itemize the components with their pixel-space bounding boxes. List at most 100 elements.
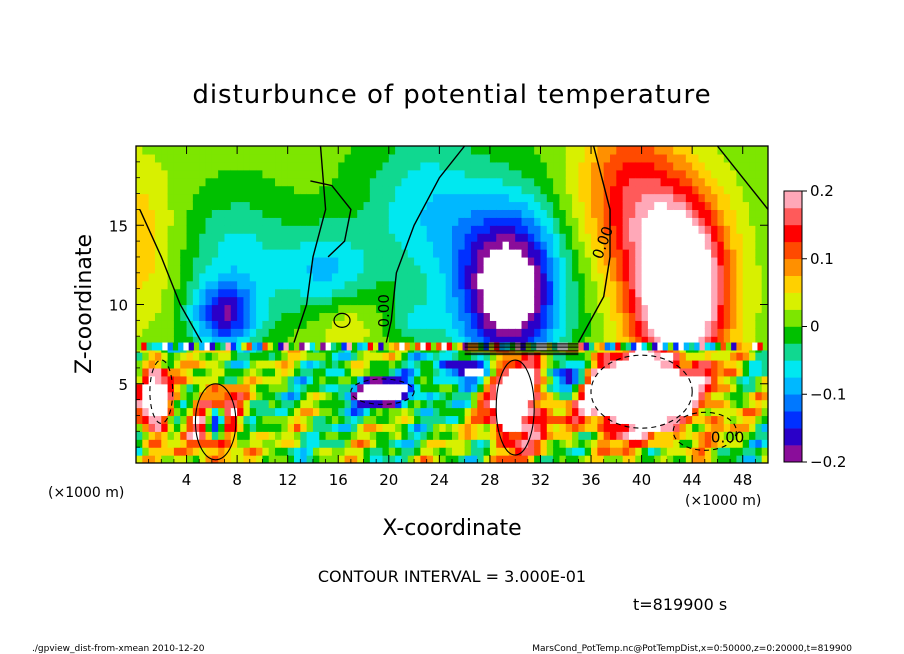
heatmap-cell [256, 217, 263, 226]
heatmap-cell [546, 328, 554, 337]
heatmap-cell [673, 280, 681, 290]
heatmap-cell [464, 383, 472, 393]
heatmap-cell [382, 312, 390, 321]
heatmap-cell [496, 383, 504, 393]
heatmap-cell [268, 153, 276, 163]
heatmap-cell [275, 177, 282, 187]
heatmap-cell [521, 209, 529, 218]
heatmap-cell [173, 280, 181, 290]
heatmap-cell [281, 161, 289, 171]
heatmap-cell [673, 185, 681, 195]
heatmap-cell [628, 296, 636, 306]
heatmap-cell [572, 328, 579, 337]
heatmap-cell [755, 312, 763, 321]
time-stamp: t=819900 s [633, 595, 727, 614]
heatmap-cell [565, 439, 573, 448]
heatmap-cell [167, 359, 175, 369]
heatmap-cell [730, 431, 737, 440]
heatmap-cell [749, 201, 756, 211]
heatmap-cell [388, 359, 396, 369]
heatmap-cell [415, 342, 421, 351]
heatmap-cell [249, 161, 257, 171]
heatmap-cell [685, 193, 693, 203]
heatmap-cell [736, 455, 744, 463]
heatmap-cell [685, 233, 693, 242]
heatmap-cell [395, 201, 403, 211]
heatmap-cell [154, 185, 162, 195]
heatmap-cell [249, 367, 257, 377]
heatmap-cell [401, 304, 409, 314]
heatmap-cell [565, 280, 573, 290]
heatmap-cell [199, 241, 207, 250]
heatmap-cell [470, 431, 478, 440]
heatmap-cell [616, 169, 624, 179]
heatmap-cell [325, 415, 333, 424]
heatmap-cell [565, 383, 573, 393]
heatmap-cell [180, 185, 188, 195]
heatmap-cell [496, 146, 504, 155]
heatmap-cell [363, 225, 371, 234]
heatmap-cell [685, 249, 693, 258]
heatmap-cell [654, 407, 662, 417]
heatmap-cell [736, 288, 744, 298]
heatmap-cell [388, 264, 396, 274]
heatmap-cell [641, 431, 649, 440]
heatmap-cell [407, 423, 415, 432]
heatmap-cell [559, 177, 567, 187]
heatmap-cell [294, 423, 301, 432]
heatmap-cell [749, 161, 756, 171]
heatmap-cell [224, 407, 232, 417]
heatmap-cell [470, 312, 478, 321]
heatmap-cell [622, 288, 630, 298]
heatmap-cell [761, 256, 768, 266]
heatmap-cell [717, 431, 725, 440]
heatmap-cell [445, 304, 453, 314]
heatmap-cell [578, 153, 586, 163]
heatmap-cell [414, 272, 421, 282]
heatmap-cell [565, 209, 573, 218]
heatmap-cell [660, 383, 668, 393]
heatmap-cell [357, 146, 365, 155]
heatmap-cell [711, 336, 719, 345]
heatmap-cell [180, 233, 188, 242]
heatmap-cell [173, 352, 181, 361]
colorbar-segment [784, 326, 802, 344]
heatmap-cell [211, 249, 219, 258]
heatmap-cell [559, 146, 567, 155]
heatmap-cell [615, 342, 622, 351]
heatmap-cell [230, 177, 238, 187]
heatmap-cell [711, 415, 719, 424]
heatmap-cell [470, 185, 478, 195]
heatmap-cell [325, 193, 333, 203]
heatmap-cell [312, 439, 320, 448]
heatmap-cell [142, 391, 150, 401]
heatmap-cell [540, 399, 548, 409]
heatmap-cell [294, 352, 301, 361]
heatmap-cell [224, 304, 232, 314]
heatmap-cell [666, 455, 674, 463]
heatmap-cell [521, 185, 529, 195]
heatmap-cell [477, 359, 485, 369]
heatmap-cell [445, 399, 453, 409]
heatmap-cell [148, 304, 156, 314]
heatmap-cell [749, 312, 756, 321]
heatmap-cell [186, 201, 194, 211]
heatmap-cell [230, 169, 238, 179]
heatmap-cell [148, 359, 156, 369]
heatmap-cell [692, 256, 700, 266]
heatmap-cell [534, 367, 542, 377]
heatmap-cell [660, 288, 668, 298]
heatmap-cell [508, 415, 516, 424]
contour-line [350, 378, 415, 405]
heatmap-cell [666, 169, 674, 179]
heatmap-cell [268, 312, 276, 321]
heatmap-cell [401, 264, 409, 274]
heatmap-cell [452, 455, 459, 463]
heatmap-cell [433, 359, 440, 369]
heatmap-cell [414, 352, 421, 361]
heatmap-cell [553, 383, 561, 393]
heatmap-cell [736, 209, 744, 218]
heatmap-cell [666, 249, 674, 258]
heatmap-cell [489, 375, 497, 385]
